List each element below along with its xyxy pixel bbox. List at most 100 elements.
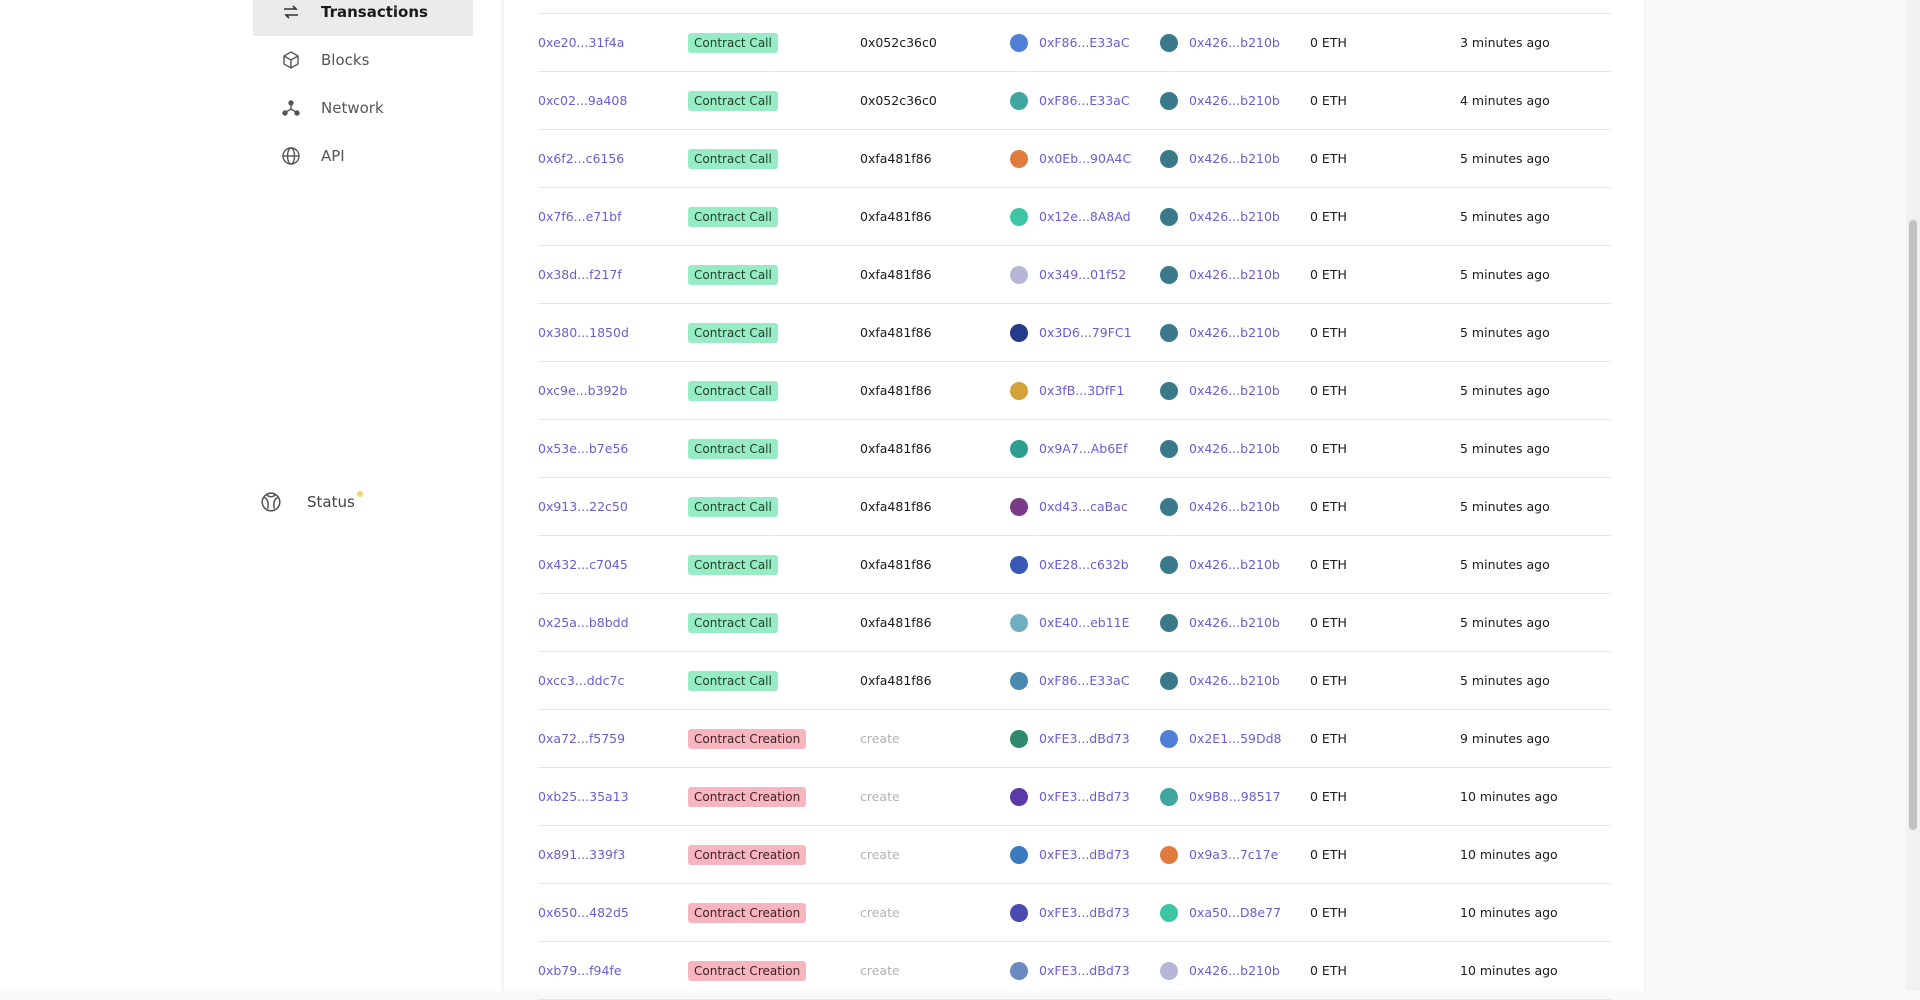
sidebar-item-transactions[interactable]: Transactions <box>253 0 473 36</box>
from-avatar <box>1010 961 1028 980</box>
table-row: 0xc9e...b392b Contract Call 0xfa481f86 0… <box>538 362 1611 420</box>
tx-age: 5 minutes ago <box>1460 441 1550 456</box>
tx-to-link[interactable]: 0x426...b210b <box>1189 383 1280 398</box>
tx-from-link[interactable]: 0xFE3...dBd73 <box>1039 789 1130 804</box>
tx-from-cell: 0xFE3...dBd73 <box>1010 768 1130 825</box>
tx-from-cell: 0xFE3...dBd73 <box>1010 942 1130 999</box>
tx-method-cell: create <box>860 884 900 941</box>
to-avatar <box>1160 845 1178 864</box>
tx-to-link[interactable]: 0x426...b210b <box>1189 615 1280 630</box>
tx-from-link[interactable]: 0x0Eb...90A4C <box>1039 151 1132 166</box>
tx-to-cell: 0x426...b210b <box>1160 304 1280 361</box>
tx-value: 0 ETH <box>1310 383 1347 398</box>
tx-value-cell: 0 ETH <box>1310 14 1347 71</box>
tx-hash-link[interactable]: 0xe20...31f4a <box>538 35 625 50</box>
tx-to-link[interactable]: 0x426...b210b <box>1189 963 1280 978</box>
tx-from-link[interactable]: 0xFE3...dBd73 <box>1039 847 1130 862</box>
tx-method: 0xfa481f86 <box>860 325 932 340</box>
tx-hash-cell: 0xa72...f5759 <box>538 710 625 767</box>
transactions-icon <box>280 1 302 23</box>
from-avatar <box>1010 381 1028 400</box>
table-row: 0x7f6...e71bf Contract Call 0xfa481f86 0… <box>538 188 1611 246</box>
tx-hash-link[interactable]: 0xcc3...ddc7c <box>538 673 625 688</box>
tx-method: 0xfa481f86 <box>860 267 932 282</box>
tx-from-link[interactable]: 0x3fB...3DfF1 <box>1039 383 1125 398</box>
tx-to-link[interactable]: 0x426...b210b <box>1189 267 1280 282</box>
tx-to-link[interactable]: 0x426...b210b <box>1189 209 1280 224</box>
tx-to-link[interactable]: 0x426...b210b <box>1189 499 1280 514</box>
tx-age-cell: 5 minutes ago <box>1460 188 1550 245</box>
tx-from-link[interactable]: 0x9A7...Ab6Ef <box>1039 441 1128 456</box>
tx-type-cell: Contract Creation <box>688 710 807 767</box>
tx-hash-link[interactable]: 0x891...339f3 <box>538 847 626 862</box>
tx-hash-link[interactable]: 0x380...1850d <box>538 325 629 340</box>
tx-type-badge: Contract Creation <box>688 728 807 749</box>
tx-method-cell: 0xfa481f86 <box>860 246 932 303</box>
tx-hash-cell: 0x913...22c50 <box>538 478 628 535</box>
tx-age: 5 minutes ago <box>1460 673 1550 688</box>
tx-hash-link[interactable]: 0x38d...f217f <box>538 267 622 282</box>
tx-age-cell: 5 minutes ago <box>1460 594 1550 651</box>
sidebar-item-blocks[interactable]: Blocks <box>253 36 473 84</box>
tx-age-cell: 10 minutes ago <box>1460 826 1558 883</box>
sidebar-item-network[interactable]: Network <box>253 84 473 132</box>
tx-to-link[interactable]: 0x426...b210b <box>1189 557 1280 572</box>
tx-from-link[interactable]: 0x349...01f52 <box>1039 267 1127 282</box>
tx-hash-cell: 0x6f2...c6156 <box>538 130 624 187</box>
tx-hash-link[interactable]: 0x6f2...c6156 <box>538 151 625 166</box>
tx-from-link[interactable]: 0xFE3...dBd73 <box>1039 731 1130 746</box>
tx-hash-link[interactable]: 0x913...22c50 <box>538 499 628 514</box>
tx-from-link[interactable]: 0xF86...E33aC <box>1039 673 1130 688</box>
tx-hash-link[interactable]: 0x25a...b8bdd <box>538 615 629 630</box>
tx-hash-link[interactable]: 0xb79...f94fe <box>538 963 622 978</box>
tx-hash-cell: 0x380...1850d <box>538 304 629 361</box>
from-avatar <box>1010 265 1028 284</box>
tx-age-cell: 5 minutes ago <box>1460 536 1550 593</box>
tx-to-link[interactable]: 0xa50...D8e77 <box>1189 905 1282 920</box>
tx-type-badge: Contract Creation <box>688 902 807 923</box>
tx-from-link[interactable]: 0xE40...eb11E <box>1039 615 1130 630</box>
tx-from-cell: 0xF86...E33aC <box>1010 72 1130 129</box>
table-row: 0x432...c7045 Contract Call 0xfa481f86 0… <box>538 536 1611 594</box>
tx-age-cell: 10 minutes ago <box>1460 942 1558 999</box>
tx-from-link[interactable]: 0x12e...8A8Ad <box>1039 209 1131 224</box>
tx-to-link[interactable]: 0x426...b210b <box>1189 441 1280 456</box>
tx-to-link[interactable]: 0x426...b210b <box>1189 325 1280 340</box>
tx-hash-link[interactable]: 0x53e...b7e56 <box>538 441 629 456</box>
tx-hash-link[interactable]: 0x650...482d5 <box>538 905 629 920</box>
tx-hash-link[interactable]: 0xc9e...b392b <box>538 383 628 398</box>
tx-type-badge: Contract Call <box>688 438 778 459</box>
tx-to-link[interactable]: 0x2E1...59Dd8 <box>1189 731 1282 746</box>
sidebar-item-api[interactable]: API <box>253 132 473 180</box>
tx-to-link[interactable]: 0x426...b210b <box>1189 151 1280 166</box>
tx-from-link[interactable]: 0xF86...E33aC <box>1039 35 1130 50</box>
tx-hash-link[interactable]: 0xc02...9a408 <box>538 93 628 108</box>
from-avatar <box>1010 91 1028 110</box>
tx-from-link[interactable]: 0x3D6...79FC1 <box>1039 325 1132 340</box>
tx-to-link[interactable]: 0x9B8...98517 <box>1189 789 1281 804</box>
tx-from-link[interactable]: 0xFE3...dBd73 <box>1039 963 1130 978</box>
tx-hash-link[interactable]: 0xa72...f5759 <box>538 731 626 746</box>
tx-from-link[interactable]: 0xF86...E33aC <box>1039 93 1130 108</box>
page-scrollbar[interactable] <box>1906 0 1920 991</box>
tx-to-link[interactable]: 0x426...b210b <box>1189 35 1280 50</box>
tx-hash-link[interactable]: 0xb25...35a13 <box>538 789 629 804</box>
tx-hash-link[interactable]: 0x432...c7045 <box>538 557 628 572</box>
tx-type-badge: Contract Call <box>688 206 778 227</box>
tx-value: 0 ETH <box>1310 93 1347 108</box>
status-link[interactable]: Status <box>260 491 363 513</box>
scrollbar-thumb[interactable] <box>1909 220 1917 830</box>
tx-to-link[interactable]: 0x9a3...7c17e <box>1189 847 1279 862</box>
tx-hash-link[interactable]: 0x7f6...e71bf <box>538 209 622 224</box>
tx-method-cell: create <box>860 826 900 883</box>
table-row: 0x650...482d5 Contract Creation create 0… <box>538 884 1611 942</box>
tx-from-link[interactable]: 0xd43...caBac <box>1039 499 1128 514</box>
table-row: 0x891...339f3 Contract Creation create 0… <box>538 826 1611 884</box>
tx-to-cell: 0xa50...D8e77 <box>1160 884 1281 941</box>
tx-age: 4 minutes ago <box>1460 93 1550 108</box>
tx-from-link[interactable]: 0xFE3...dBd73 <box>1039 905 1130 920</box>
tx-to-link[interactable]: 0x426...b210b <box>1189 93 1280 108</box>
tx-to-link[interactable]: 0x426...b210b <box>1189 673 1280 688</box>
tx-from-link[interactable]: 0xE28...c632b <box>1039 557 1129 572</box>
tx-method: 0x052c36c0 <box>860 93 937 108</box>
